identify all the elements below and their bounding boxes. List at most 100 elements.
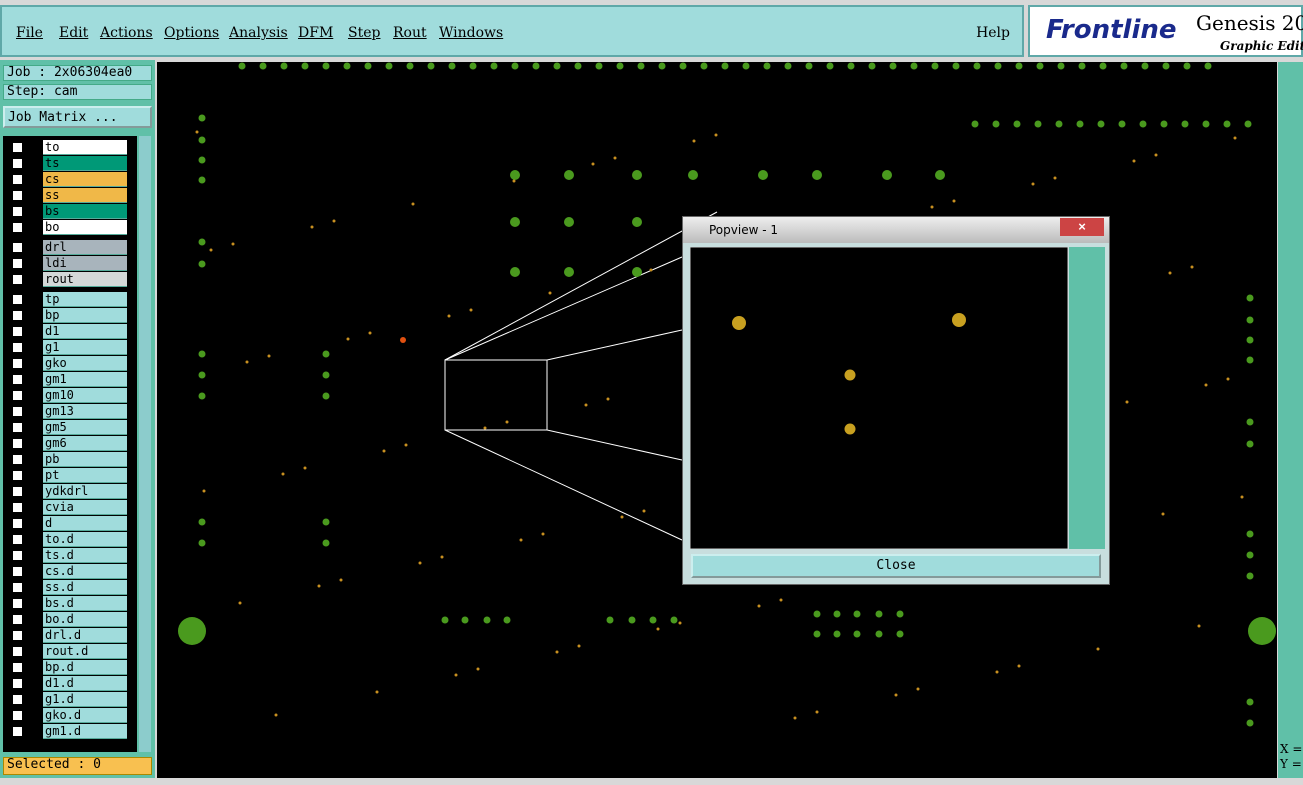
menu-item[interactable]: File [16,25,43,41]
layer-checkbox[interactable] [12,726,23,737]
layer-row[interactable]: gm1 [9,372,127,387]
close-x[interactable]: × [1060,218,1104,236]
layer-row[interactable]: cvia [9,500,127,515]
layer-row[interactable]: drl [9,240,127,255]
layer-row[interactable]: pb [9,452,127,467]
layer-checkbox[interactable] [12,582,23,593]
layer-checkbox[interactable] [12,222,23,233]
layer-row[interactable]: gko [9,356,127,371]
layer-row[interactable]: to [9,140,127,155]
menu-item[interactable]: Options [164,25,220,41]
layer-row[interactable]: cs.d [9,564,127,579]
menu-item[interactable]: Analysis [229,25,288,41]
layer-row[interactable]: ldi [9,256,127,271]
layer-row[interactable]: gko.d [9,708,127,723]
layer-checkbox[interactable] [12,502,23,513]
layer-checkbox[interactable] [12,470,23,481]
layer-name: tp [43,292,127,307]
layer-row[interactable]: drl.d [9,628,127,643]
layer-row[interactable]: bs.d [9,596,127,611]
layer-checkbox[interactable] [12,662,23,673]
layer-name: pb [43,452,127,467]
layer-checkbox[interactable] [12,678,23,689]
pad [1036,62,1044,70]
layer-checkbox[interactable] [12,710,23,721]
layer-row[interactable]: tp [9,292,127,307]
layer-row[interactable]: rout [9,272,127,287]
pad [385,62,393,70]
menu-item[interactable]: Windows [439,25,504,41]
layer-checkbox[interactable] [12,534,23,545]
layer-checkbox[interactable] [12,294,23,305]
layer-row[interactable]: bp.d [9,660,127,675]
layer-checkbox[interactable] [12,518,23,529]
menu-item[interactable]: Step [348,25,381,41]
layer-name: d1 [43,324,127,339]
layer-checkbox[interactable] [12,630,23,641]
layer-row[interactable]: gm13 [9,404,127,419]
scrollbar[interactable] [139,136,151,752]
layer-row[interactable]: ss [9,188,127,203]
layer-row[interactable]: bp [9,308,127,323]
layer-checkbox[interactable] [12,326,23,337]
layer-name: drl.d [43,628,127,643]
layer-row[interactable]: gm5 [9,420,127,435]
layer-name: bs.d [43,596,127,611]
layer-row[interactable]: gm10 [9,388,127,403]
layer-name: bo.d [43,612,127,627]
job-matrix-button[interactable]: Job Matrix ... [3,106,152,128]
pad [231,242,235,246]
pad [784,62,792,70]
close-button[interactable]: Close [691,554,1101,578]
layer-checkbox[interactable] [12,142,23,153]
layer-row[interactable]: d [9,516,127,531]
layer-checkbox[interactable] [12,310,23,321]
layer-row[interactable]: bo [9,220,127,235]
layer-checkbox[interactable] [12,454,23,465]
layer-row[interactable]: ss.d [9,580,127,595]
layer-checkbox[interactable] [12,486,23,497]
layer-row[interactable]: pt [9,468,127,483]
pad [779,598,783,602]
layer-checkbox[interactable] [12,566,23,577]
layer-checkbox[interactable] [12,406,23,417]
layer-checkbox[interactable] [12,158,23,169]
layer-row[interactable]: bo.d [9,612,127,627]
layer-checkbox[interactable] [12,258,23,269]
layer-checkbox[interactable] [12,646,23,657]
layer-row[interactable]: bs [9,204,127,219]
layer-checkbox[interactable] [12,190,23,201]
layer-checkbox[interactable] [12,390,23,401]
layer-row[interactable]: ts.d [9,548,127,563]
layer-checkbox[interactable] [12,422,23,433]
menu-item[interactable]: Help [976,25,1010,41]
layer-row[interactable]: ydkdrl [9,484,127,499]
layer-checkbox[interactable] [12,694,23,705]
menu-item[interactable]: DFM [298,25,334,41]
layer-checkbox[interactable] [12,598,23,609]
layer-checkbox[interactable] [12,342,23,353]
layer-row[interactable]: gm6 [9,436,127,451]
layer-row[interactable]: d1 [9,324,127,339]
layer-checkbox[interactable] [12,174,23,185]
layer-row[interactable]: d1.d [9,676,127,691]
pad [1240,495,1244,499]
menu-item[interactable]: Rout [393,25,427,41]
layer-row[interactable]: rout.d [9,644,127,659]
menu-item[interactable]: Actions [100,25,153,41]
layer-row[interactable]: cs [9,172,127,187]
layer-row[interactable]: to.d [9,532,127,547]
layer-checkbox[interactable] [12,358,23,369]
menu-item[interactable]: Edit [59,25,89,41]
layer-row[interactable]: gm1.d [9,724,127,739]
layer-row[interactable]: ts [9,156,127,171]
layer-row[interactable]: g1 [9,340,127,355]
layer-checkbox[interactable] [12,614,23,625]
layer-checkbox[interactable] [12,438,23,449]
layer-row[interactable]: g1.d [9,692,127,707]
layer-checkbox[interactable] [12,242,23,253]
layer-checkbox[interactable] [12,374,23,385]
layer-checkbox[interactable] [12,550,23,561]
layer-checkbox[interactable] [12,206,23,217]
layer-checkbox[interactable] [12,274,23,285]
